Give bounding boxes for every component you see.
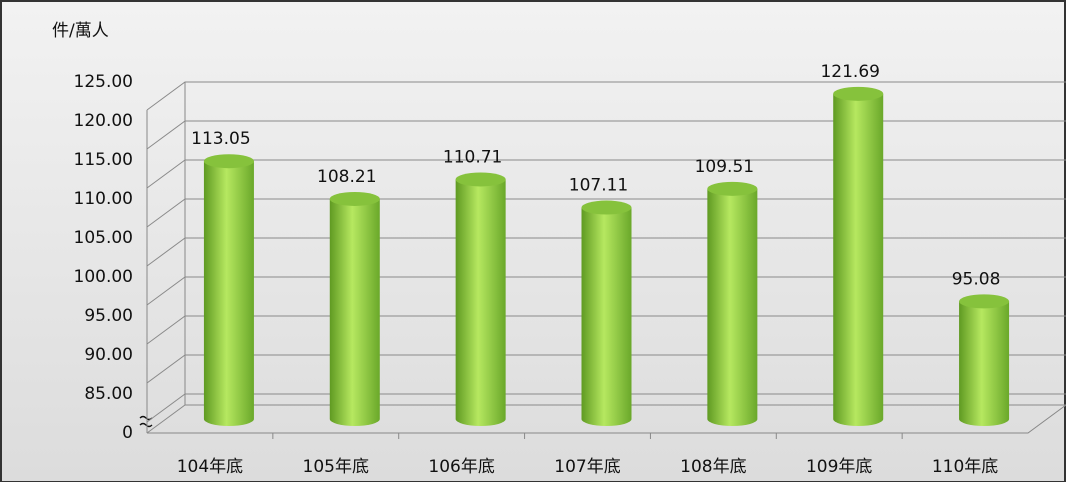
x-tick-label: 110年底 <box>932 457 998 477</box>
bar <box>707 188 758 427</box>
y-tick-label: 125.00 <box>74 72 133 92</box>
bar <box>329 198 380 427</box>
value-label: 113.05 <box>191 129 250 149</box>
bar-top <box>959 294 1010 309</box>
bar-top <box>581 200 632 215</box>
y-tick-label: 85.00 <box>84 384 133 404</box>
grid-line <box>146 198 1066 228</box>
value-label: 107.11 <box>569 176 628 196</box>
y-tick-label: 0 <box>122 423 133 443</box>
value-label: 95.08 <box>952 269 1001 289</box>
y-tick-label: 115.00 <box>74 150 133 170</box>
x-tick-label: 106年底 <box>428 457 494 477</box>
value-label: 108.21 <box>317 167 376 187</box>
grid-line <box>146 81 1066 111</box>
bar <box>581 207 632 427</box>
y-tick-label: 90.00 <box>84 345 133 365</box>
bar-top <box>329 191 380 206</box>
grid-line <box>146 159 1066 189</box>
grid-line <box>146 404 1066 434</box>
value-label: 110.71 <box>443 147 502 167</box>
grid-line <box>146 120 1066 150</box>
bar-top <box>455 172 506 187</box>
grid-line <box>146 393 1066 423</box>
y-tick-label: 110.00 <box>74 189 133 209</box>
x-tick-label: 107年底 <box>554 457 620 477</box>
floor <box>147 404 1066 434</box>
bar <box>203 161 254 427</box>
y-tick-label: 105.00 <box>74 228 133 248</box>
x-tick-label: 109年底 <box>806 457 872 477</box>
x-tick-label: 108年底 <box>680 457 746 477</box>
grid-line <box>146 354 1066 384</box>
bar <box>833 93 884 427</box>
grid-line <box>146 237 1066 267</box>
bar-top <box>833 86 884 101</box>
bar-top <box>707 181 758 196</box>
value-label: 121.69 <box>820 62 879 82</box>
x-tick-label: 104年底 <box>177 457 243 477</box>
grid-line <box>146 276 1066 306</box>
y-axis-label: 件/萬人 <box>52 21 109 41</box>
grid-line <box>146 315 1066 345</box>
y-tick-label: 100.00 <box>74 267 133 287</box>
value-label: 109.51 <box>695 157 754 177</box>
y-tick-label: 95.00 <box>84 306 133 326</box>
bar <box>959 301 1010 427</box>
bar-top <box>203 154 254 169</box>
x-tick-label: 105年底 <box>303 457 369 477</box>
y-tick-label: 120.00 <box>74 111 133 131</box>
bar <box>455 179 506 427</box>
